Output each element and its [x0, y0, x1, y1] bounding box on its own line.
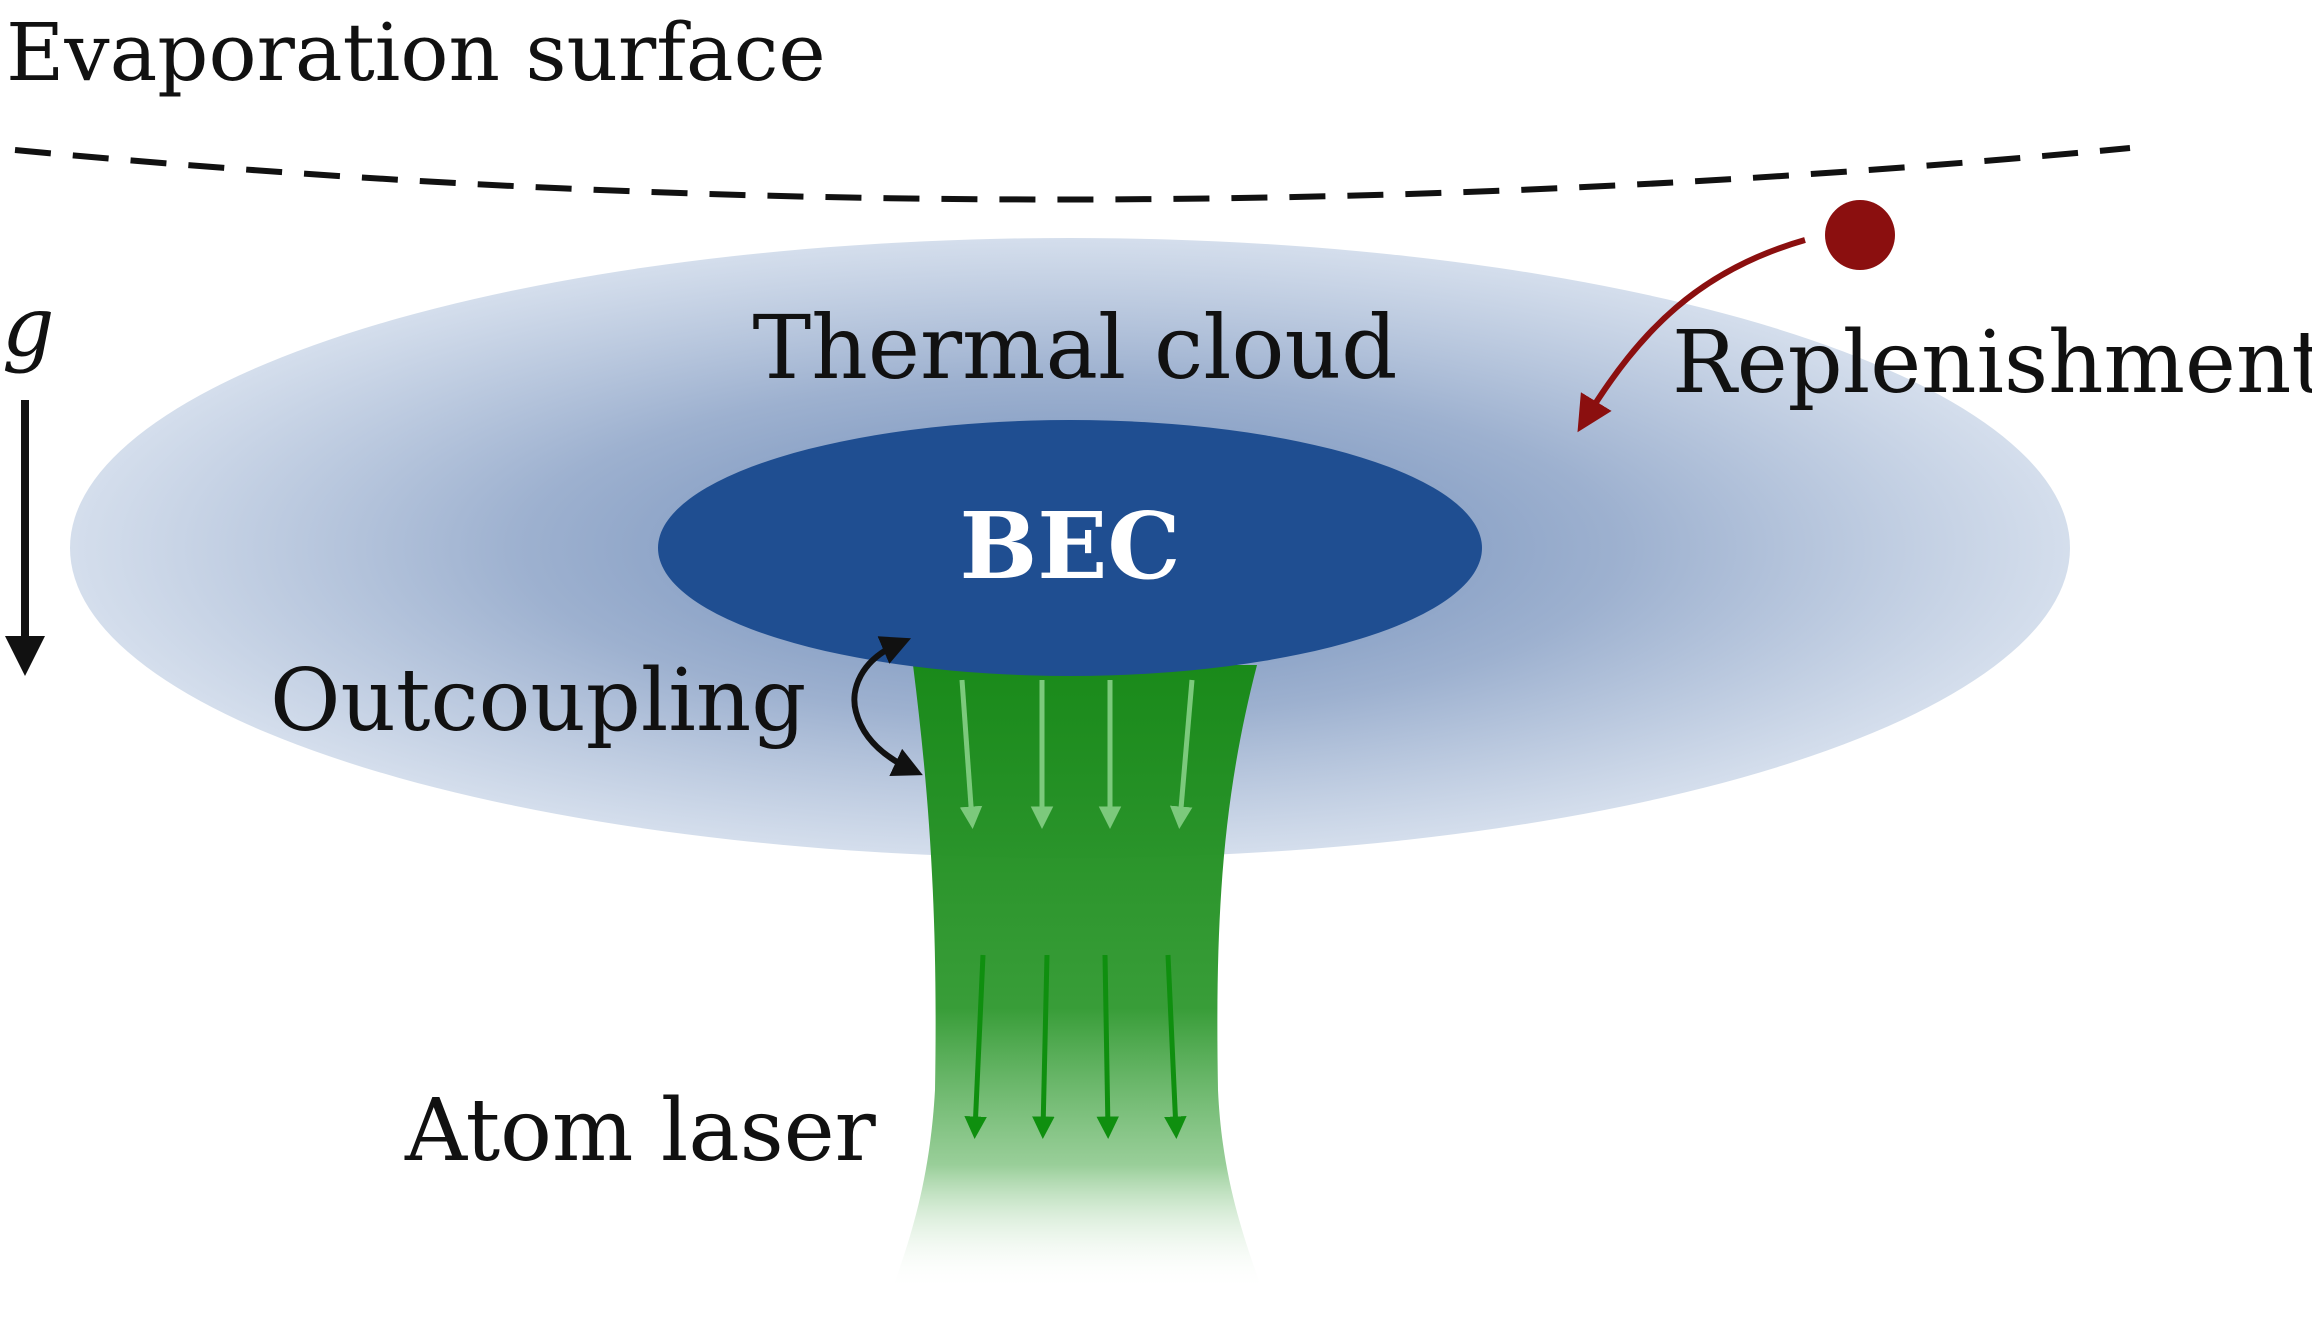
- flow-arrow-icon: [1032, 954, 1055, 1139]
- atom-laser-flow-arrows: [964, 954, 1187, 1139]
- gravity-label: g: [2, 280, 55, 375]
- flow-arrow-icon: [1169, 679, 1195, 829]
- replenishment-label: Replenishment: [1672, 313, 2312, 413]
- bec-ellipse: [658, 420, 1482, 676]
- flow-arrow-icon: [964, 954, 987, 1139]
- evaporation-surface-curve: [14, 145, 2131, 203]
- outcoupled-flow-arrows: [959, 679, 1195, 829]
- flow-arrow-icon: [1096, 954, 1120, 1139]
- outcoupling-label: Outcoupling: [270, 651, 806, 751]
- thermal-cloud-label: Thermal cloud: [753, 296, 1398, 399]
- flow-arrow-icon: [1164, 954, 1187, 1139]
- outcoupling-arrow-icon: [851, 636, 923, 776]
- evaporation-surface-label: Evaporation surface: [6, 6, 826, 99]
- replenishment-atom-icon: [1825, 200, 1895, 270]
- flow-arrow-icon: [959, 679, 983, 829]
- atom-laser-beam: [892, 665, 1262, 1290]
- atom-laser-label: Atom laser: [404, 1081, 877, 1181]
- replenishment-arrow-icon: [1577, 237, 1806, 433]
- bec-label: BEC: [959, 492, 1180, 600]
